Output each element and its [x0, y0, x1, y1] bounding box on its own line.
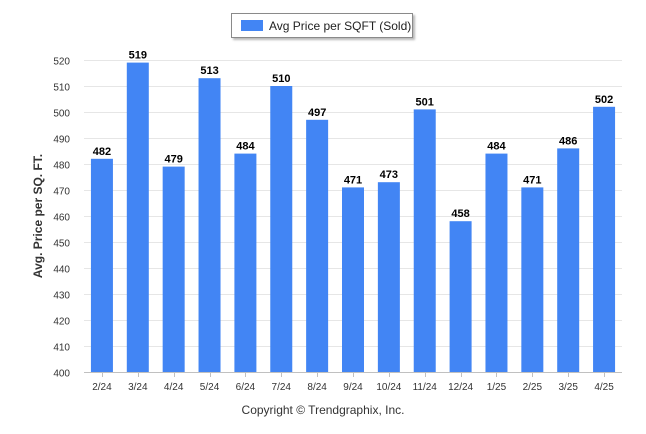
x-tick-label: 3/25	[558, 382, 578, 393]
bar	[413, 109, 436, 373]
y-tick-label: 460	[53, 213, 70, 224]
x-tick-label: 5/24	[200, 382, 220, 393]
y-tick-label: 490	[53, 135, 70, 146]
y-tick-label: 420	[53, 317, 70, 328]
data-label: 484	[236, 141, 255, 153]
y-tick-label: 480	[53, 161, 70, 172]
y-tick-label: 400	[53, 369, 70, 380]
data-label: 519	[129, 50, 147, 62]
bar	[126, 62, 149, 372]
bar	[90, 158, 113, 372]
data-label: 473	[380, 169, 398, 181]
y-tick-label: 450	[53, 239, 70, 250]
y-tick-label: 410	[53, 343, 70, 354]
x-tick-label: 12/24	[448, 382, 473, 393]
data-label: 510	[272, 73, 290, 85]
copyright-text: Copyright © Trendgraphix, Inc.	[241, 403, 405, 417]
bar	[521, 187, 544, 372]
bar	[234, 153, 257, 372]
legend-label: Avg Price per SQFT (Sold)	[269, 18, 412, 33]
bar	[557, 148, 580, 372]
data-label: 458	[451, 208, 469, 220]
y-tick-label: 470	[53, 187, 70, 198]
x-tick-label: 7/24	[272, 382, 292, 393]
data-label: 497	[308, 107, 326, 119]
bar	[162, 166, 185, 372]
x-tick-label: 2/24	[92, 382, 112, 393]
bar	[377, 182, 400, 372]
data-label: 471	[523, 174, 541, 186]
data-label: 471	[344, 174, 362, 186]
y-tick-label: 440	[53, 265, 70, 276]
x-tick-label: 4/25	[594, 382, 614, 393]
bar	[485, 153, 508, 372]
x-tick-label: 10/24	[376, 382, 401, 393]
y-tick-label: 430	[53, 291, 70, 302]
y-tick-label: 500	[53, 109, 70, 120]
data-label: 486	[559, 135, 577, 147]
y-tick-label: 520	[53, 57, 70, 68]
x-tick-label: 1/25	[487, 382, 507, 393]
x-tick-label: 4/24	[164, 382, 184, 393]
data-label: 482	[93, 146, 111, 158]
bar	[449, 221, 472, 372]
x-tick-label: 6/24	[236, 382, 256, 393]
bar	[198, 78, 221, 372]
data-label: 513	[200, 65, 218, 77]
x-tick-label: 3/24	[128, 382, 148, 393]
bar	[593, 106, 616, 373]
legend: Avg Price per SQFT (Sold)	[231, 13, 413, 38]
bar	[270, 86, 293, 372]
y-tick-label: 510	[53, 83, 70, 94]
x-tick-label: 8/24	[307, 382, 327, 393]
x-tick-label: 2/25	[523, 382, 543, 393]
bar	[342, 187, 364, 372]
data-label: 479	[164, 154, 182, 166]
data-label: 484	[487, 141, 506, 153]
x-tick-label: 9/24	[343, 382, 363, 393]
data-label: 501	[416, 96, 434, 108]
x-tick-label: 11/24	[413, 382, 438, 393]
bar	[306, 119, 329, 372]
data-label: 502	[595, 94, 613, 106]
legend-swatch	[241, 20, 263, 31]
